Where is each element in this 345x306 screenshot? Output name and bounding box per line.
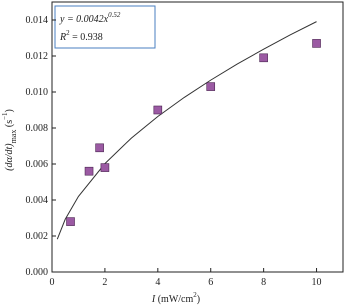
x-tick-label: 10 xyxy=(312,277,322,288)
point xyxy=(66,217,75,226)
x-tick-label: 4 xyxy=(155,277,160,288)
point xyxy=(153,105,163,115)
y-label-main: (dα/dt) xyxy=(4,143,15,171)
y-label-close: ) xyxy=(4,109,15,112)
x-label-exponent: 2 xyxy=(193,291,197,299)
y-tick-label: 0.000 xyxy=(26,267,49,278)
y-tick-label: 0.004 xyxy=(26,195,49,206)
r-exponent: 2 xyxy=(66,29,70,37)
x-axis-label: I (mW/cm2) xyxy=(151,291,200,305)
point xyxy=(95,143,104,153)
y-label-sub: max xyxy=(9,130,18,144)
y-tick-label: 0.008 xyxy=(26,123,49,134)
equation: y = 0.0042x0.52 xyxy=(59,11,121,25)
y-label-exponent: −1 xyxy=(1,112,9,120)
point xyxy=(259,53,268,63)
point xyxy=(100,163,110,172)
x-tick-label: 6 xyxy=(208,277,213,288)
x-label-close: ) xyxy=(197,294,200,305)
annotation-box xyxy=(54,5,156,49)
y-tick-label: 0.014 xyxy=(26,15,49,26)
y-tick-label: 0.010 xyxy=(26,87,49,98)
y-tick-label: 0.006 xyxy=(26,159,49,170)
equation-exponent: 0.52 xyxy=(108,11,121,19)
x-label-unit: (mW/cm xyxy=(155,294,193,305)
point xyxy=(84,166,94,176)
x-label-main: I xyxy=(151,294,156,305)
y-tick-label: 0.002 xyxy=(26,231,49,242)
r-value: = 0.938 xyxy=(70,32,103,43)
r-symbol: R xyxy=(59,32,66,43)
y-tick-label: 0.012 xyxy=(26,51,49,62)
point xyxy=(312,39,321,48)
y-axis-label: (dα/dt)max (s−1) xyxy=(1,109,18,171)
y-label-unit: (s xyxy=(4,120,15,130)
r-squared: R2 = 0.938 xyxy=(59,29,103,43)
plot-frame xyxy=(51,1,344,273)
x-tick-label: 8 xyxy=(261,277,266,288)
x-tick-label: 0 xyxy=(50,277,55,288)
equation-text: y = 0.0042x xyxy=(59,14,109,25)
point xyxy=(206,82,216,91)
x-tick-label: 2 xyxy=(102,277,107,288)
fit-curve xyxy=(56,21,317,240)
